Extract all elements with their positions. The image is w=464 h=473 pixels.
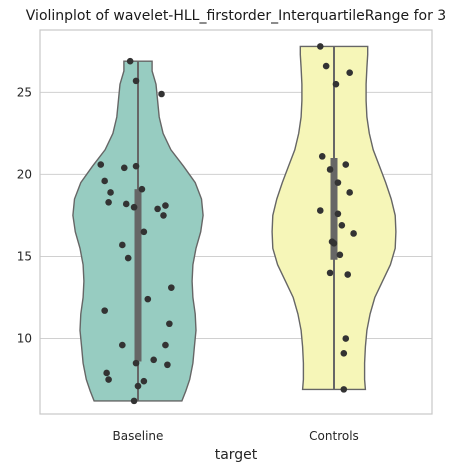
data-point <box>130 397 138 405</box>
data-point <box>138 185 146 193</box>
data-point <box>316 207 324 214</box>
data-point <box>166 320 173 328</box>
data-point <box>164 361 171 369</box>
data-point <box>150 356 157 364</box>
data-point <box>144 295 152 303</box>
plot-frame <box>39 29 433 415</box>
data-point <box>101 177 108 185</box>
y-tick-label: 20 <box>17 167 32 181</box>
data-point <box>105 199 112 206</box>
y-tick-label: 10 <box>17 332 32 346</box>
data-point <box>132 77 140 85</box>
data-point <box>342 335 350 342</box>
data-point <box>132 162 140 170</box>
data-point <box>124 254 132 262</box>
data-point <box>130 203 138 211</box>
x-tick-label: Controls <box>309 429 359 443</box>
data-point <box>318 153 326 160</box>
data-point <box>140 377 148 385</box>
data-point <box>344 271 352 278</box>
chart-title: Violinplot of wavelet-HLL_firstorder_Int… <box>26 8 446 24</box>
y-tick-label: 25 <box>17 85 32 99</box>
data-point <box>334 210 342 218</box>
data-point <box>326 269 334 277</box>
data-point <box>132 359 140 367</box>
violins <box>72 45 397 402</box>
data-point <box>120 164 128 172</box>
y-tick-label: 15 <box>17 249 32 263</box>
data-point <box>101 307 108 314</box>
violin-iqr-box <box>330 158 338 260</box>
data-point <box>154 205 161 213</box>
data-point <box>334 179 342 186</box>
data-point <box>119 241 126 249</box>
data-point <box>330 240 338 247</box>
data-point <box>316 43 324 50</box>
data-point <box>340 386 348 393</box>
data-point <box>336 251 344 259</box>
data-point <box>326 166 334 173</box>
data-point <box>340 349 348 357</box>
x-tick-labels: Baseline Controls <box>113 429 359 443</box>
data-point <box>119 341 126 349</box>
data-point <box>158 90 165 98</box>
data-point <box>346 69 353 76</box>
data-point <box>122 200 130 208</box>
violin-iqr-box <box>134 189 142 362</box>
data-point <box>107 189 114 196</box>
data-point <box>168 284 175 291</box>
data-point <box>162 341 169 349</box>
y-tick-labels: 10 15 20 25 <box>17 85 32 345</box>
data-point <box>97 161 105 168</box>
data-point <box>134 382 142 390</box>
data-point <box>338 221 346 229</box>
x-axis-label: target <box>215 447 258 463</box>
data-point <box>140 228 148 236</box>
data-point <box>346 189 353 196</box>
data-point <box>350 230 357 237</box>
data-point <box>332 80 340 88</box>
data-point <box>162 202 169 209</box>
data-point <box>126 57 134 65</box>
x-tick-label: Baseline <box>113 429 164 443</box>
data-point <box>160 212 167 219</box>
data-points <box>97 43 357 405</box>
data-point <box>342 161 350 168</box>
data-point <box>103 369 110 377</box>
data-point <box>105 376 112 383</box>
data-point <box>322 62 330 70</box>
